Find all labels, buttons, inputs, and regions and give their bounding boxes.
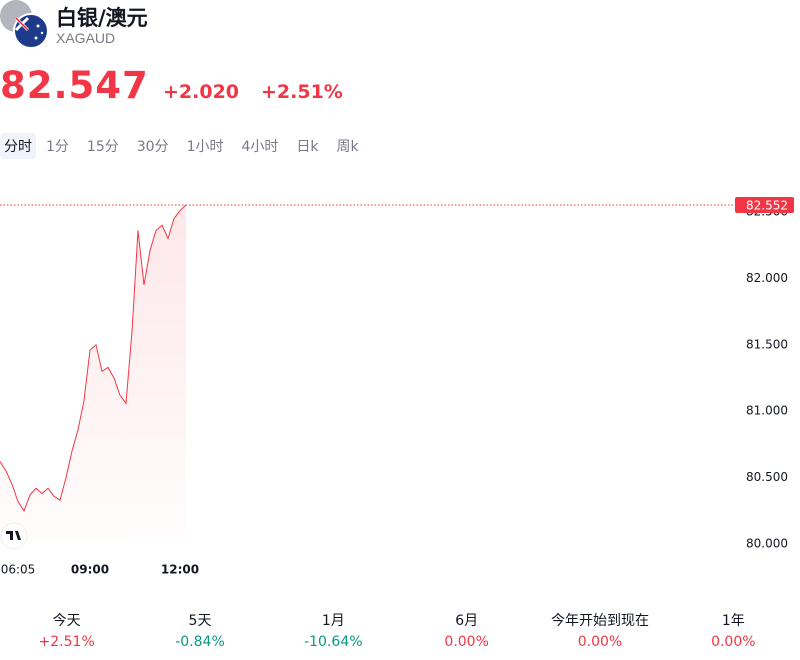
x-tick-label: 12:00 <box>161 563 199 577</box>
interval-tab[interactable]: 分时 <box>0 133 36 159</box>
performance-cell[interactable]: 今天 +2.51% <box>0 610 133 650</box>
y-tick-label: 82.000 <box>746 271 788 285</box>
price-line <box>0 204 187 512</box>
performance-cell[interactable]: 1月 -10.64% <box>267 610 400 650</box>
interval-tab[interactable]: 日k <box>296 139 319 155</box>
performance-cell[interactable]: 5天 -0.84% <box>133 610 266 650</box>
flag-star <box>40 31 44 35</box>
price: 82.547 <box>0 64 149 107</box>
flag-cross-red <box>15 17 29 31</box>
line-area <box>0 204 186 546</box>
interval-tab[interactable]: 周k <box>336 139 359 155</box>
interval-tab[interactable]: 15分 <box>86 139 119 155</box>
period-change: +2.51% <box>38 634 95 650</box>
period: 1月 <box>321 613 345 629</box>
x-tick-label: 09:00 <box>71 563 109 577</box>
y-tick-label: 81.500 <box>746 337 788 351</box>
flag-star <box>34 36 38 40</box>
last-price-tag <box>735 196 794 213</box>
period: 6月 <box>455 613 479 629</box>
tradingview-logo <box>0 522 28 550</box>
chart: 80.00080.50081.00081.50082.00082.50006:0… <box>0 196 794 577</box>
period-change: 0.00% <box>577 634 623 650</box>
performance-cell[interactable]: 今年开始到现在 0.00% <box>533 610 666 650</box>
y-tick-label: 80.000 <box>746 537 788 551</box>
period: 1年 <box>721 613 745 629</box>
logo <box>0 0 49 49</box>
period-change: -0.84% <box>175 634 225 650</box>
interval-tab[interactable]: 1分 <box>46 139 69 155</box>
period: 5天 <box>188 613 212 629</box>
instrument-name: 白银/澳元 <box>56 6 148 30</box>
performance-row: 今天 +2.51% 5天 -0.84% 1月 -10.64% 6月 0.00% 今年开始到现在 0… <box>0 610 800 650</box>
y-tick-label: 80.500 <box>746 470 788 484</box>
instrument-symbol: XAGAUD <box>56 30 116 46</box>
interval-tab[interactable]: 1小时 <box>186 139 224 155</box>
interval-tabs: 分时 1分 15分 30分 1小时 4小时 日k 周k <box>0 133 367 159</box>
period: 今天 <box>52 613 81 629</box>
interval-tab[interactable]: 4小时 <box>241 139 279 155</box>
period-change: -10.64% <box>304 634 363 650</box>
period: 今年开始到现在 <box>550 613 649 629</box>
change: +2.020 <box>163 81 240 103</box>
interval-tab[interactable]: 30分 <box>136 139 169 155</box>
period-change: 0.00% <box>444 634 489 650</box>
x-tick-label: 06:05 <box>1 563 36 577</box>
last-price-label: 82.552 <box>746 198 788 212</box>
flag-star <box>36 24 40 28</box>
performance-cell[interactable]: 6月 0.00% <box>400 610 533 650</box>
change-percent: +2.51% <box>261 81 343 103</box>
performance-cell[interactable]: 1年 0.00% <box>667 610 800 650</box>
y-tick-label: 81.000 <box>746 404 788 418</box>
period-change: 0.00% <box>711 634 756 650</box>
